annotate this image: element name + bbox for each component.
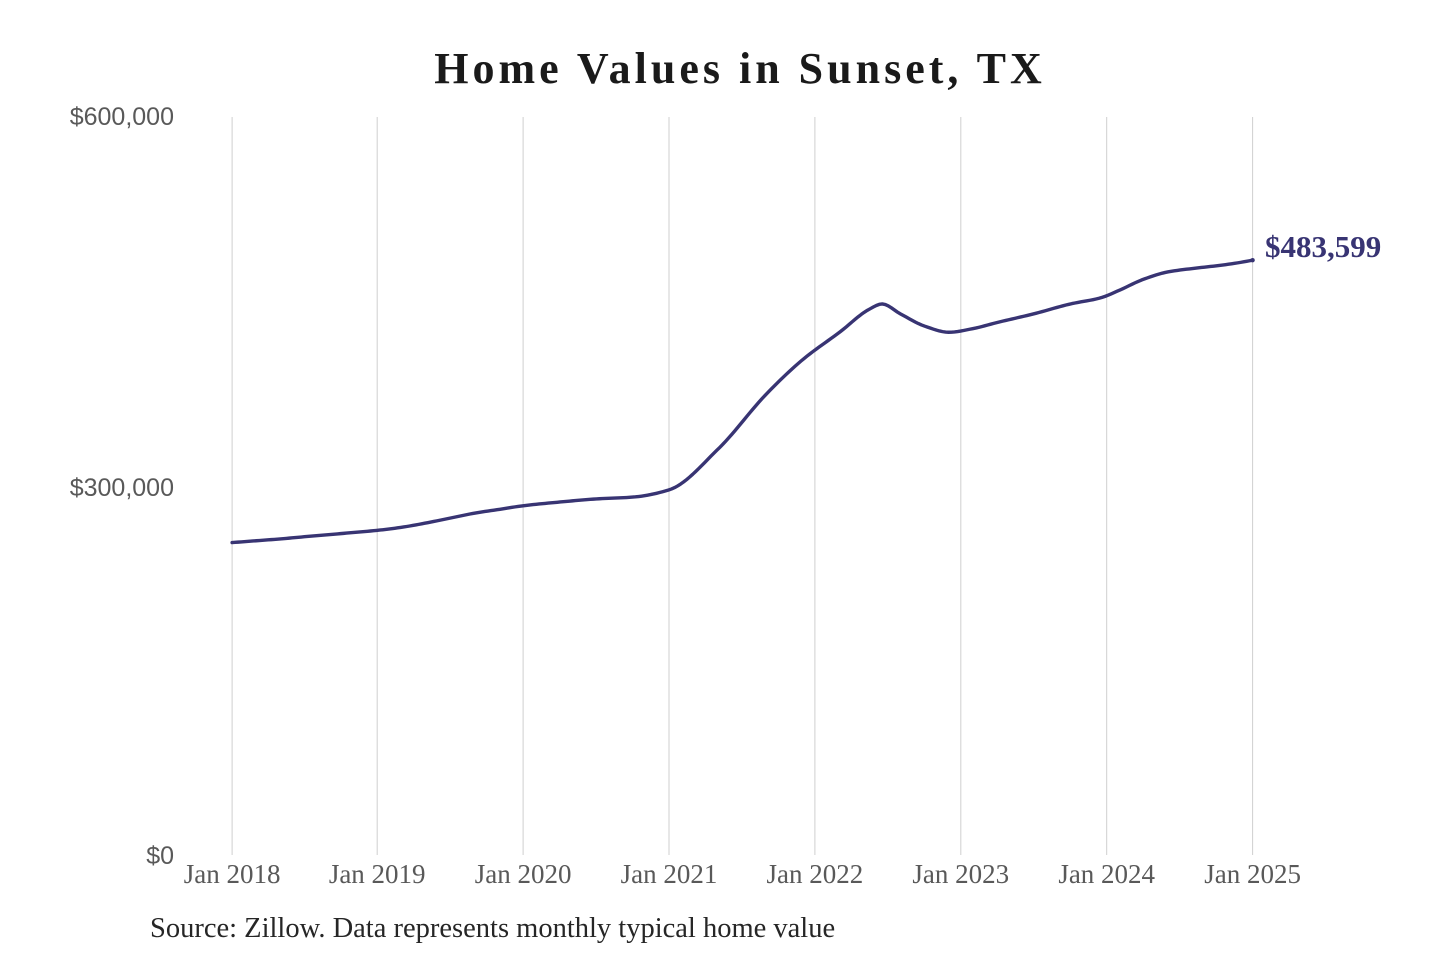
svg-text:Jan 2021: Jan 2021 xyxy=(621,859,718,889)
svg-text:Jan 2023: Jan 2023 xyxy=(912,859,1009,889)
svg-text:Jan 2025: Jan 2025 xyxy=(1204,859,1301,889)
svg-text:$600,000: $600,000 xyxy=(70,103,174,131)
svg-text:Jan 2018: Jan 2018 xyxy=(184,859,281,889)
svg-text:$483,599: $483,599 xyxy=(1265,229,1381,264)
svg-text:Jan 2022: Jan 2022 xyxy=(767,859,864,889)
svg-text:Jan 2019: Jan 2019 xyxy=(329,859,426,889)
svg-text:Jan 2024: Jan 2024 xyxy=(1058,859,1155,889)
svg-text:$300,000: $300,000 xyxy=(70,474,174,502)
svg-text:Jan 2020: Jan 2020 xyxy=(475,859,572,889)
svg-text:$0: $0 xyxy=(146,842,174,870)
